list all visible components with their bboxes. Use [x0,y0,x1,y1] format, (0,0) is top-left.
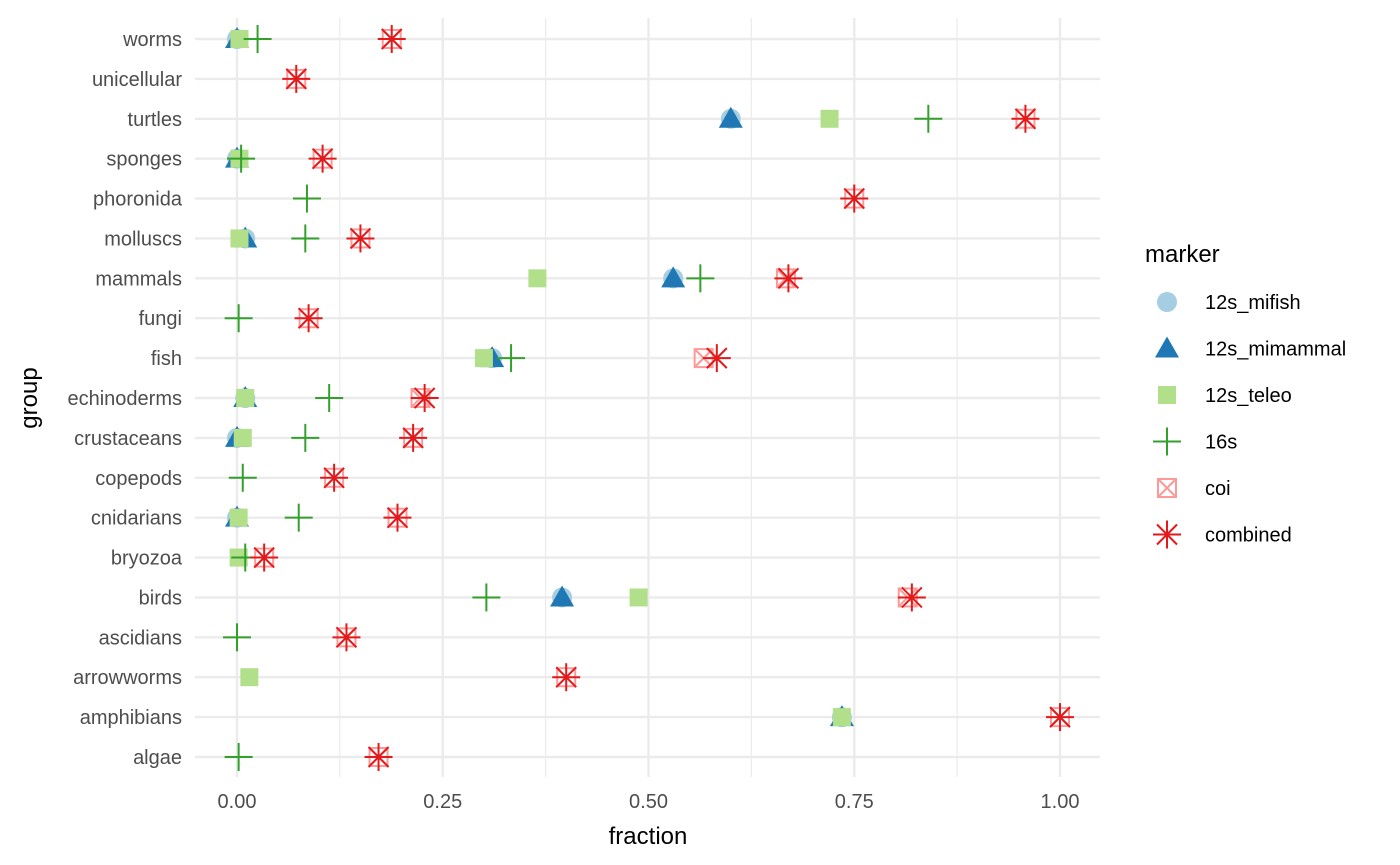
legend-label-12s_mifish: 12s_mifish [1205,292,1301,314]
legend-key-12s_mimammal [1155,336,1179,358]
x-tick-labels: 0.00 0.25 0.50 0.75 1.00 [218,791,1080,813]
legend-key-16s [1153,427,1181,456]
point-combined [1011,104,1040,133]
legend-label-combined: combined [1205,525,1292,547]
point-12s_teleo [528,269,547,288]
y-tick-label: crustaceans [74,428,182,450]
point-combined [377,25,406,53]
legend-label-coi: coi [1205,478,1231,500]
point-16s [497,344,526,373]
y-tick-label: mammals [95,268,182,290]
point-12s_teleo [629,588,648,607]
point-12s_teleo [236,389,255,407]
point-12s_mimammal [661,266,686,288]
point-16s [291,224,320,253]
y-tick-label: worms [122,29,182,51]
y-tick-label: bryozoa [111,548,183,570]
point-12s_teleo [229,508,248,527]
point-16s [914,104,943,133]
point-12s_mimammal [550,585,575,607]
point-16s [227,144,256,173]
point-12s_teleo [474,349,493,368]
point-16s [243,25,272,53]
point-12s_teleo [233,428,252,447]
legend-label-12s_mimammal: 12s_mimammal [1205,339,1346,361]
data-points [223,25,1074,771]
point-combined [320,463,349,492]
legend: marker 12s_mifish 12s_mimammal 12s_teleo 16… [1145,241,1346,549]
point-12s_teleo [820,109,839,128]
point-12s_teleo [230,30,249,48]
y-tick-label: molluscs [104,228,182,250]
legend-label-12s_teleo: 12s_teleo [1205,385,1292,407]
point-combined [897,583,926,612]
legend-key-12s_mifish [1157,292,1177,312]
point-12s_mimammal [718,106,743,128]
legend-title: marker [1145,241,1220,268]
y-tick-label: turtles [128,109,182,131]
point-combined [774,264,803,293]
point-combined [346,224,375,253]
point-12s_teleo [230,229,249,248]
point-16s [223,623,251,652]
x-tick-label: 0.00 [218,791,257,813]
x-tick-label: 0.50 [629,791,668,813]
point-16s [315,384,344,412]
point-12s_teleo [832,708,851,727]
y-tick-label: phoronida [93,189,183,211]
point-16s [284,503,313,532]
legend-key-coi [1157,478,1177,498]
y-tick-label: cnidarians [91,508,182,530]
y-tick-label: unicellular [92,69,182,91]
point-combined [552,663,581,692]
legend-label-16s: 16s [1205,432,1237,454]
point-combined [399,423,428,452]
point-combined [308,144,337,173]
point-combined [294,304,323,333]
x-axis-title: fraction [609,823,688,850]
y-axis-title: group [16,367,43,428]
point-combined [250,543,279,572]
y-tick-label: amphibians [80,707,182,729]
y-tick-label: copepods [95,468,182,490]
point-12s_teleo [240,668,259,687]
point-16s [224,304,253,333]
y-tick-label: echinoderms [67,388,182,410]
point-combined [332,623,361,652]
major-gridlines [195,18,1100,777]
point-16s [472,583,501,612]
legend-key-combined [1153,520,1181,549]
point-16s [291,423,320,452]
point-16s [228,463,257,492]
point-combined [1046,703,1074,732]
x-tick-label: 1.00 [1041,791,1080,813]
x-tick-label: 0.75 [835,791,874,813]
y-tick-label: algae [133,747,182,769]
point-16s [686,264,715,293]
y-tick-label: birds [139,587,182,609]
point-combined [840,184,869,213]
y-tick-label: fish [151,348,182,370]
point-16s [292,184,321,213]
y-tick-label: arrowworms [73,667,182,689]
point-combined [383,503,412,532]
point-16s [224,743,253,771]
x-tick-label: 0.25 [423,791,462,813]
y-tick-label: fungi [139,308,182,330]
y-tick-label: ascidians [99,627,182,649]
point-combined [364,743,393,771]
y-tick-label: sponges [106,149,182,171]
y-tick-labels: worms unicellular turtles sponges phoronida m… [67,29,182,769]
point-combined [702,344,731,373]
point-combined [282,64,311,93]
legend-key-12s_teleo [1158,386,1176,404]
point-combined [410,384,439,412]
